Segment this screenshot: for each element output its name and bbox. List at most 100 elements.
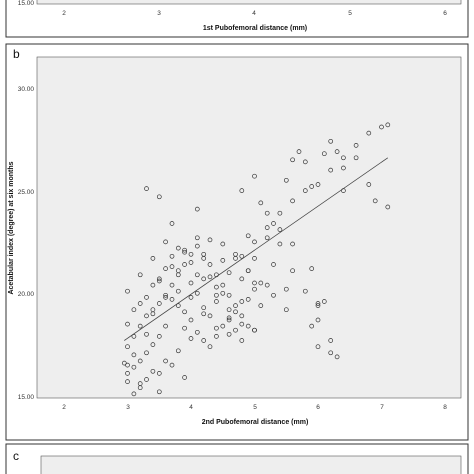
plot-area: [36, 56, 462, 399]
scatter-point: [220, 323, 226, 329]
x-tick-label: 3: [126, 404, 130, 411]
scatter-point: [309, 184, 315, 189]
panel-a-x-tick-label: 5: [348, 10, 352, 17]
scatter-point: [125, 379, 130, 384]
scatter-point: [188, 260, 194, 265]
scatter-point: [302, 288, 308, 294]
scatter-point: [207, 262, 213, 267]
scatter-points: [121, 122, 391, 397]
scatter-point: [175, 268, 181, 274]
scatter-point: [144, 377, 149, 382]
scatter-point: [252, 280, 257, 286]
scatter-point: [188, 295, 194, 300]
scatter-point: [182, 309, 187, 315]
y-axis-ticks: 30.00 25.00 20.00 15.00: [18, 86, 35, 401]
scatter-point: [239, 321, 245, 327]
scatter-point: [201, 276, 207, 282]
scatter-point: [156, 301, 162, 306]
scatter-point: [315, 301, 321, 306]
scatter-point: [156, 371, 162, 376]
x-tick-label: 8: [443, 404, 447, 411]
scatter-point: [296, 149, 302, 154]
scatter-point: [321, 151, 327, 157]
scatter-point: [137, 358, 143, 364]
y-tick-label: 20.00: [18, 291, 35, 298]
x-tick-label: 6: [316, 404, 320, 411]
x-tick-label: 2: [62, 404, 66, 411]
scatter-point: [163, 292, 168, 298]
scatter-point: [163, 323, 168, 329]
scatter-point: [156, 334, 162, 339]
scatter-point: [169, 221, 175, 226]
scatter-point: [194, 243, 200, 249]
scatter-point: [252, 327, 257, 333]
scatter-point: [315, 317, 321, 323]
scatter-point: [194, 206, 200, 212]
scatter-point: [169, 362, 175, 368]
scatter-point: [258, 280, 264, 286]
panel-a: 15.00 2 3 4 5 6 1st Pubofemoral distance…: [5, 0, 469, 38]
scatter-point: [334, 354, 340, 360]
scatter-point: [353, 155, 359, 161]
scatter-point: [366, 182, 372, 187]
scatter-point: [334, 149, 340, 154]
scatter-point: [245, 268, 251, 274]
scatter-point: [328, 338, 334, 343]
scatter-point: [315, 344, 321, 350]
scatter-point: [175, 348, 181, 354]
scatter-point: [125, 344, 130, 350]
scatter-point: [194, 329, 200, 335]
scatter-point: [137, 323, 143, 329]
scatter-point: [226, 270, 232, 276]
scatter-point: [283, 177, 289, 183]
scatter-point: [277, 241, 283, 247]
scatter-point: [379, 124, 384, 130]
scatter-point: [328, 167, 334, 173]
scatter-point: [385, 122, 391, 128]
y-tick-label: 30.00: [18, 86, 35, 93]
scatter-point: [144, 313, 149, 319]
scatter-point: [239, 299, 245, 304]
scatter-point: [233, 327, 238, 333]
scatter-point: [252, 286, 257, 292]
scatter-point: [182, 262, 187, 267]
scatter-point: [264, 282, 270, 288]
scatter-point: [385, 204, 391, 210]
scatter-point: [290, 241, 295, 247]
scatter-point: [163, 295, 168, 300]
scatter-point: [169, 253, 175, 259]
scatter-point: [163, 239, 168, 245]
scatter-point: [182, 325, 187, 331]
scatter-point: [131, 334, 137, 339]
scatter-point: [214, 292, 219, 298]
scatter-point: [169, 264, 175, 269]
scatter-point: [137, 272, 143, 278]
scatter-point: [290, 268, 295, 274]
panel-a-x-tick-label: 3: [157, 10, 161, 17]
scatter-point: [169, 297, 175, 302]
scatter-point: [125, 321, 130, 327]
scatter-point: [156, 389, 162, 395]
scatter-point: [233, 303, 238, 308]
scatter-point: [226, 331, 232, 337]
scatter-point: [150, 282, 156, 288]
panel-a-x-tick-label: 4: [252, 10, 256, 17]
scatter-point: [182, 247, 187, 253]
scatter-point: [144, 350, 149, 356]
panel-a-x-tick-label: 2: [62, 10, 66, 17]
scatter-point: [252, 173, 257, 179]
scatter-point: [169, 282, 175, 288]
scatter-point: [302, 159, 308, 165]
scatter-point: [150, 256, 156, 261]
scatter-point: [220, 282, 226, 288]
scatter-point: [264, 235, 270, 241]
scatter-point: [258, 200, 264, 206]
scatter-point: [207, 237, 213, 243]
scatter-point: [125, 371, 130, 376]
scatter-point: [163, 358, 168, 364]
scatter-point: [353, 143, 359, 148]
scatter-point: [252, 239, 257, 245]
scatter-point: [239, 313, 245, 319]
scatter-point: [233, 309, 238, 315]
scatter-point: [188, 280, 194, 286]
